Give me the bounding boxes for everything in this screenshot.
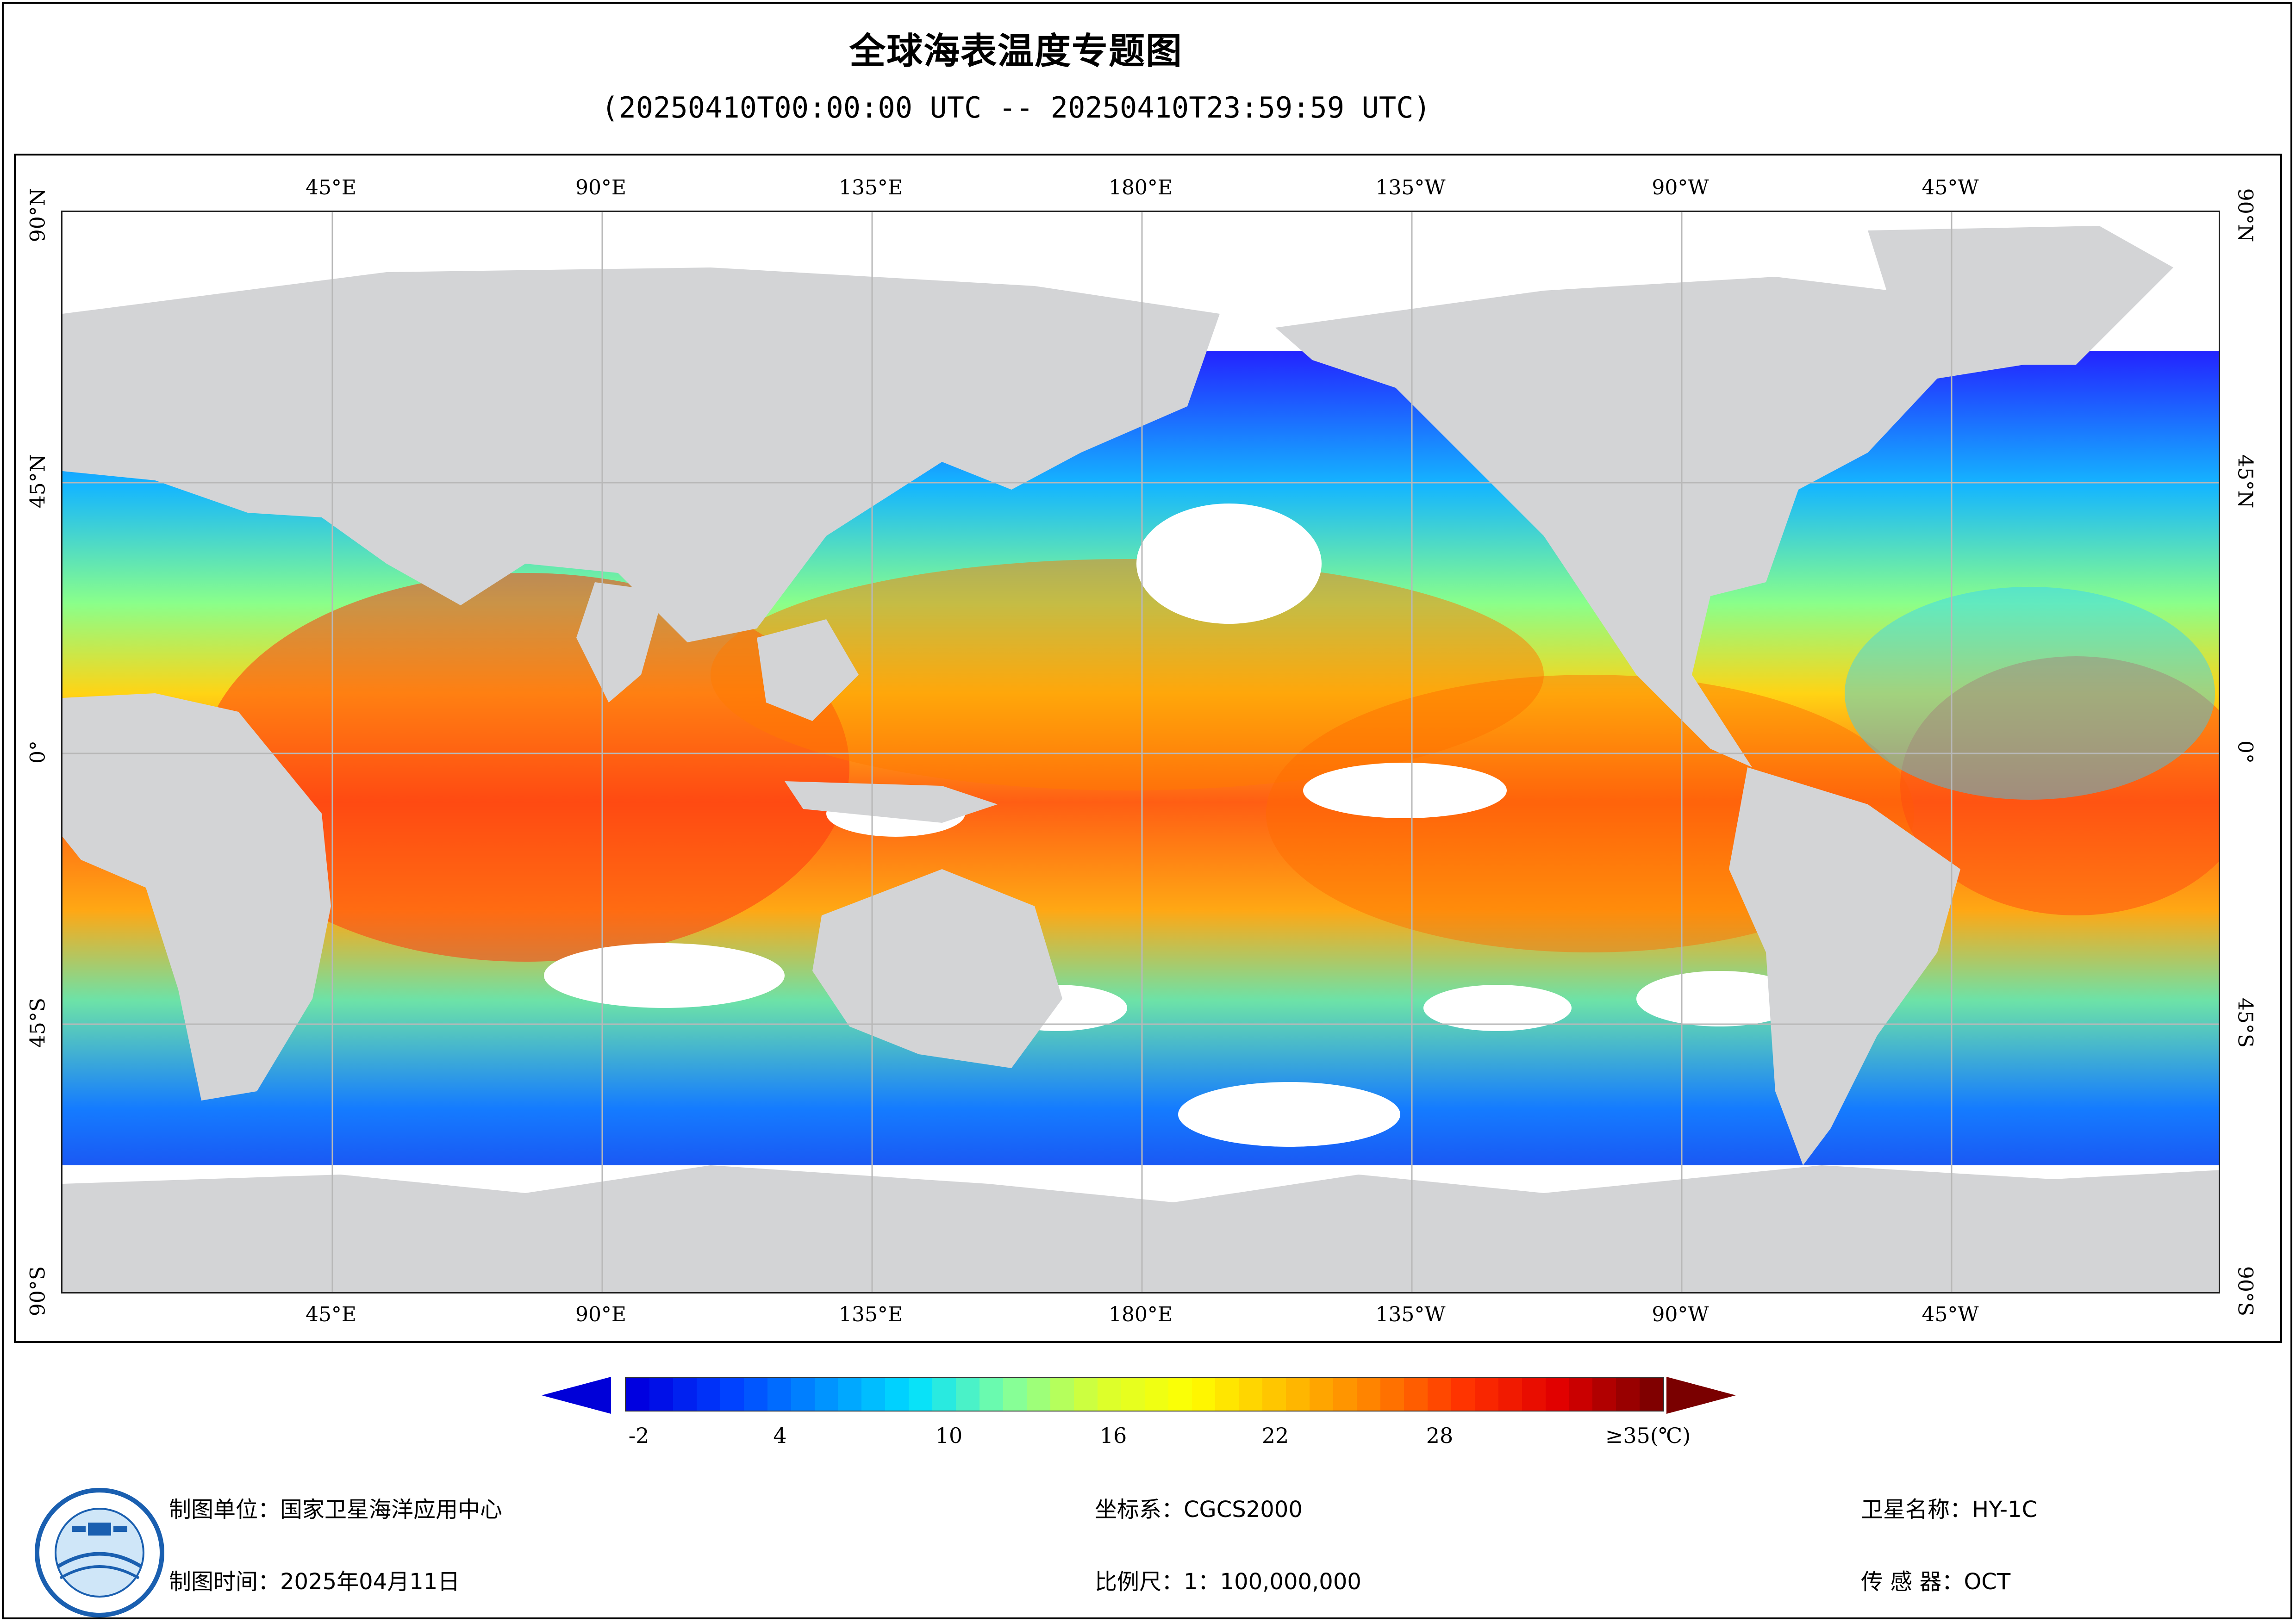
top-tick-90w: 90°W — [1652, 176, 1709, 199]
color-bar-cell — [909, 1378, 933, 1411]
color-bar-cell — [814, 1378, 838, 1411]
color-bar-cell — [1592, 1378, 1616, 1411]
top-tick-135e: 135°E — [838, 176, 903, 199]
color-bar-cell — [1545, 1378, 1569, 1411]
nsoas-logo — [35, 1488, 164, 1617]
bottom-tick-135w: 135°W — [1375, 1303, 1446, 1326]
top-tick-45e: 45°E — [305, 176, 357, 199]
color-bar-cell — [1333, 1378, 1357, 1411]
mapping-unit: 制图单位：国家卫星海洋应用中心 — [169, 1497, 503, 1523]
legend-label-16: 16 — [1099, 1423, 1127, 1448]
color-bar-cell — [1026, 1378, 1050, 1411]
color-bar-cell — [673, 1378, 697, 1411]
color-bar-cell — [743, 1378, 767, 1411]
color-bar-cell — [1522, 1378, 1546, 1411]
right-tick-45s: 45°S — [2233, 997, 2257, 1048]
right-tick-0: 0° — [2233, 740, 2257, 764]
bottom-tick-45e: 45°E — [305, 1303, 357, 1326]
left-tick-0: 0° — [26, 740, 50, 764]
mapping-time: 制图时间：2025年04月11日 — [169, 1569, 460, 1595]
color-bar-cell — [1050, 1378, 1074, 1411]
legend-label-10: 10 — [935, 1423, 963, 1448]
sst-map-canvas — [62, 212, 2219, 1292]
color-bar-cell — [649, 1378, 673, 1411]
color-bar-cell — [932, 1378, 956, 1411]
color-bar-cell — [1640, 1378, 1664, 1411]
color-bar-cell — [1427, 1378, 1451, 1411]
top-tick-180e: 180°E — [1108, 176, 1173, 199]
left-tick-90s: 90°S — [26, 1266, 50, 1317]
color-bar-cell — [1380, 1378, 1404, 1411]
bottom-tick-180e: 180°E — [1108, 1303, 1173, 1326]
right-tick-90n: 90°N — [2233, 188, 2257, 243]
legend-label-22: 22 — [1261, 1423, 1289, 1448]
sst-map — [61, 211, 2220, 1293]
top-tick-90e: 90°E — [575, 176, 627, 199]
color-bar-cell — [1357, 1378, 1380, 1411]
right-tick-45n: 45°N — [2233, 454, 2257, 509]
color-bar-cell — [791, 1378, 815, 1411]
legend-over-arrow — [1666, 1377, 1736, 1414]
legend-label-4: 4 — [773, 1423, 787, 1448]
color-bar-cell — [1239, 1378, 1263, 1411]
left-tick-45s: 45°S — [26, 997, 50, 1048]
color-bar-cell — [861, 1378, 886, 1411]
color-bar-cell — [1073, 1378, 1098, 1411]
map-scale: 比例尺：1：100,000,000 — [1095, 1569, 1361, 1595]
color-bar-cell — [696, 1378, 720, 1411]
color-bar-cell — [1192, 1378, 1216, 1411]
legend-label-35: ≥35(℃) — [1605, 1423, 1691, 1448]
color-bar-cell — [1144, 1378, 1168, 1411]
bottom-tick-90w: 90°W — [1652, 1303, 1709, 1326]
bottom-tick-90e: 90°E — [575, 1303, 627, 1326]
color-bar-cell — [1215, 1378, 1239, 1411]
map-frame — [14, 154, 2282, 1343]
left-tick-45n: 45°N — [26, 454, 50, 509]
color-bar-cell — [626, 1378, 649, 1411]
color-bar-cell — [1121, 1378, 1145, 1411]
color-bar-cell — [956, 1378, 980, 1411]
color-bar-cell — [980, 1378, 1003, 1411]
satellite-name: 卫星名称：HY-1C — [1861, 1497, 2038, 1523]
legend-label-28: 28 — [1426, 1423, 1454, 1448]
top-tick-135w: 135°W — [1375, 176, 1446, 199]
color-bar-cell — [1097, 1378, 1121, 1411]
sst-color-bar — [625, 1377, 1664, 1412]
color-bar-cell — [1474, 1378, 1498, 1411]
color-bar-cell — [720, 1378, 744, 1411]
color-bar-cell — [1616, 1378, 1640, 1411]
color-bar-cell — [838, 1378, 862, 1411]
map-title: 全球海表温度专题图 — [849, 31, 1183, 72]
bottom-tick-45w: 45°W — [1922, 1303, 1979, 1326]
coordinate-system: 坐标系：CGCS2000 — [1095, 1497, 1303, 1523]
color-bar-cell — [1569, 1378, 1593, 1411]
color-bar-cell — [1003, 1378, 1027, 1411]
graticule — [62, 212, 2219, 1292]
color-bar-cell — [1310, 1378, 1334, 1411]
color-bar-cell — [767, 1378, 791, 1411]
legend-under-arrow — [542, 1377, 611, 1414]
right-tick-90s: 90°S — [2233, 1266, 2257, 1317]
left-tick-90n: 90°N — [26, 188, 50, 243]
color-bar-cell — [1262, 1378, 1286, 1411]
land-masses — [62, 226, 2219, 1292]
color-bar-cell — [1168, 1378, 1192, 1411]
color-bar-cell — [1286, 1378, 1310, 1411]
color-bar-cell — [1404, 1378, 1428, 1411]
color-bar-cell — [1451, 1378, 1475, 1411]
color-bar-cell — [885, 1378, 909, 1411]
bottom-tick-135e: 135°E — [838, 1303, 903, 1326]
map-subtitle-time-range: (20250410T00:00:00 UTC -- 20250410T23:59… — [601, 91, 1431, 124]
color-bar-cell — [1498, 1378, 1522, 1411]
top-tick-45w: 45°W — [1922, 176, 1979, 199]
legend-label-minus2: -2 — [628, 1423, 649, 1448]
sensor-name: 传 感 器：OCT — [1861, 1569, 2011, 1595]
